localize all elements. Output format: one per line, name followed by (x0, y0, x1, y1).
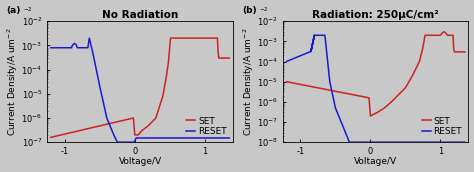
Text: (b): (b) (242, 6, 257, 15)
X-axis label: Voltage/V: Voltage/V (354, 157, 397, 166)
Title: No Radiation: No Radiation (102, 10, 178, 20)
Title: Radiation: 250μC/cm²: Radiation: 250μC/cm² (312, 10, 439, 20)
Text: (a): (a) (7, 6, 21, 15)
Legend: SET, RESET: SET, RESET (420, 115, 464, 138)
X-axis label: Voltage/V: Voltage/V (118, 157, 162, 166)
Y-axis label: Current Density/A um$^{-2}$: Current Density/A um$^{-2}$ (6, 27, 20, 136)
Y-axis label: Current Density/A um$^{-2}$: Current Density/A um$^{-2}$ (241, 27, 255, 136)
Text: $^{-2}$: $^{-2}$ (259, 6, 268, 15)
Text: $^{-2}$: $^{-2}$ (23, 6, 33, 15)
Legend: SET, RESET: SET, RESET (184, 115, 228, 138)
